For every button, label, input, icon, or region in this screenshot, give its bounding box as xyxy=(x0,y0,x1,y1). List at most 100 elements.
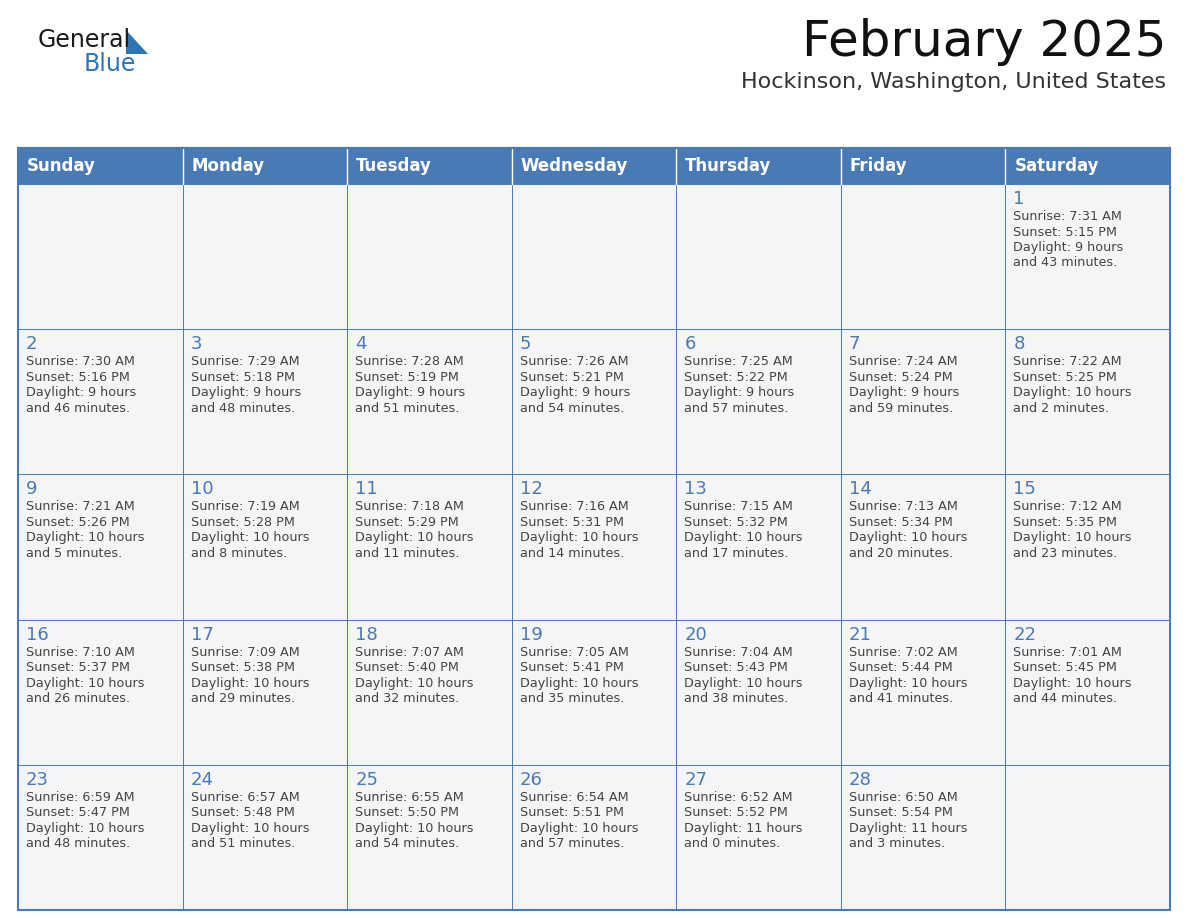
Text: Sunset: 5:34 PM: Sunset: 5:34 PM xyxy=(849,516,953,529)
Text: Sunset: 5:26 PM: Sunset: 5:26 PM xyxy=(26,516,129,529)
Text: Sunset: 5:25 PM: Sunset: 5:25 PM xyxy=(1013,371,1117,384)
Bar xyxy=(512,330,676,475)
Bar xyxy=(18,148,183,184)
Bar xyxy=(676,620,841,765)
Bar xyxy=(841,184,1005,330)
Text: and 20 minutes.: and 20 minutes. xyxy=(849,547,953,560)
Text: Daylight: 10 hours: Daylight: 10 hours xyxy=(26,822,145,834)
Text: 17: 17 xyxy=(190,625,214,644)
Text: Sunset: 5:15 PM: Sunset: 5:15 PM xyxy=(1013,226,1118,239)
Text: Sunrise: 7:16 AM: Sunrise: 7:16 AM xyxy=(519,500,628,513)
Text: Sunset: 5:48 PM: Sunset: 5:48 PM xyxy=(190,806,295,819)
Text: 10: 10 xyxy=(190,480,213,498)
Text: Sunset: 5:21 PM: Sunset: 5:21 PM xyxy=(519,371,624,384)
Text: Sunset: 5:29 PM: Sunset: 5:29 PM xyxy=(355,516,459,529)
Text: 7: 7 xyxy=(849,335,860,353)
Text: Sunrise: 7:12 AM: Sunrise: 7:12 AM xyxy=(1013,500,1123,513)
Text: 22: 22 xyxy=(1013,625,1036,644)
Bar xyxy=(512,765,676,910)
Text: Sunset: 5:37 PM: Sunset: 5:37 PM xyxy=(26,661,129,674)
Text: Sunrise: 7:09 AM: Sunrise: 7:09 AM xyxy=(190,645,299,658)
Text: Daylight: 10 hours: Daylight: 10 hours xyxy=(355,822,474,834)
Text: Daylight: 10 hours: Daylight: 10 hours xyxy=(190,822,309,834)
Text: Daylight: 9 hours: Daylight: 9 hours xyxy=(1013,241,1124,254)
Text: 11: 11 xyxy=(355,480,378,498)
Text: Sunrise: 7:02 AM: Sunrise: 7:02 AM xyxy=(849,645,958,658)
Bar xyxy=(183,475,347,620)
Text: Sunrise: 7:19 AM: Sunrise: 7:19 AM xyxy=(190,500,299,513)
Bar xyxy=(841,475,1005,620)
Text: Monday: Monday xyxy=(191,157,265,175)
Text: 23: 23 xyxy=(26,771,49,789)
Text: Daylight: 10 hours: Daylight: 10 hours xyxy=(1013,677,1132,689)
Text: 2: 2 xyxy=(26,335,38,353)
Text: 5: 5 xyxy=(519,335,531,353)
Text: Daylight: 9 hours: Daylight: 9 hours xyxy=(684,386,795,399)
Text: Daylight: 10 hours: Daylight: 10 hours xyxy=(519,677,638,689)
Text: Sunrise: 7:13 AM: Sunrise: 7:13 AM xyxy=(849,500,958,513)
Text: and 57 minutes.: and 57 minutes. xyxy=(684,402,789,415)
Bar xyxy=(18,475,183,620)
Bar xyxy=(1005,620,1170,765)
Text: and 17 minutes.: and 17 minutes. xyxy=(684,547,789,560)
Text: Blue: Blue xyxy=(84,52,137,76)
Bar xyxy=(676,765,841,910)
Bar xyxy=(183,184,347,330)
Text: Sunrise: 7:10 AM: Sunrise: 7:10 AM xyxy=(26,645,135,658)
Text: Sunrise: 7:01 AM: Sunrise: 7:01 AM xyxy=(1013,645,1123,658)
Text: Daylight: 9 hours: Daylight: 9 hours xyxy=(26,386,137,399)
Polygon shape xyxy=(126,30,148,54)
Text: and 35 minutes.: and 35 minutes. xyxy=(519,692,624,705)
Text: Sunrise: 7:21 AM: Sunrise: 7:21 AM xyxy=(26,500,134,513)
Text: and 51 minutes.: and 51 minutes. xyxy=(355,402,460,415)
Text: Sunset: 5:38 PM: Sunset: 5:38 PM xyxy=(190,661,295,674)
Bar xyxy=(347,330,512,475)
Bar xyxy=(1005,330,1170,475)
Bar xyxy=(676,330,841,475)
Bar xyxy=(18,620,183,765)
Text: Daylight: 10 hours: Daylight: 10 hours xyxy=(190,532,309,544)
Text: Friday: Friday xyxy=(849,157,908,175)
Text: Hockinson, Washington, United States: Hockinson, Washington, United States xyxy=(741,72,1165,92)
Text: Sunrise: 7:26 AM: Sunrise: 7:26 AM xyxy=(519,355,628,368)
Bar xyxy=(347,765,512,910)
Text: Sunset: 5:47 PM: Sunset: 5:47 PM xyxy=(26,806,129,819)
Text: Thursday: Thursday xyxy=(685,157,772,175)
Text: Sunrise: 6:54 AM: Sunrise: 6:54 AM xyxy=(519,790,628,804)
Text: and 5 minutes.: and 5 minutes. xyxy=(26,547,122,560)
Text: Sunset: 5:44 PM: Sunset: 5:44 PM xyxy=(849,661,953,674)
Text: Daylight: 10 hours: Daylight: 10 hours xyxy=(849,532,967,544)
Text: and 44 minutes.: and 44 minutes. xyxy=(1013,692,1118,705)
Text: Sunrise: 6:52 AM: Sunrise: 6:52 AM xyxy=(684,790,792,804)
Text: Sunday: Sunday xyxy=(27,157,96,175)
Text: 9: 9 xyxy=(26,480,38,498)
Bar xyxy=(183,148,347,184)
Text: Daylight: 11 hours: Daylight: 11 hours xyxy=(849,822,967,834)
Text: and 46 minutes.: and 46 minutes. xyxy=(26,402,131,415)
Text: Sunrise: 6:57 AM: Sunrise: 6:57 AM xyxy=(190,790,299,804)
Text: Daylight: 9 hours: Daylight: 9 hours xyxy=(355,386,466,399)
Text: Sunset: 5:50 PM: Sunset: 5:50 PM xyxy=(355,806,459,819)
Text: Sunset: 5:45 PM: Sunset: 5:45 PM xyxy=(1013,661,1117,674)
Text: 13: 13 xyxy=(684,480,707,498)
Text: Sunrise: 6:59 AM: Sunrise: 6:59 AM xyxy=(26,790,134,804)
Text: Daylight: 10 hours: Daylight: 10 hours xyxy=(519,822,638,834)
Bar xyxy=(512,620,676,765)
Text: and 14 minutes.: and 14 minutes. xyxy=(519,547,624,560)
Text: and 0 minutes.: and 0 minutes. xyxy=(684,837,781,850)
Text: 27: 27 xyxy=(684,771,707,789)
Text: Sunset: 5:18 PM: Sunset: 5:18 PM xyxy=(190,371,295,384)
Text: Sunrise: 7:05 AM: Sunrise: 7:05 AM xyxy=(519,645,628,658)
Text: and 54 minutes.: and 54 minutes. xyxy=(519,402,624,415)
Text: Daylight: 10 hours: Daylight: 10 hours xyxy=(190,677,309,689)
Text: 25: 25 xyxy=(355,771,378,789)
Text: Sunset: 5:54 PM: Sunset: 5:54 PM xyxy=(849,806,953,819)
Bar xyxy=(347,475,512,620)
Text: Sunrise: 7:25 AM: Sunrise: 7:25 AM xyxy=(684,355,794,368)
Text: and 54 minutes.: and 54 minutes. xyxy=(355,837,460,850)
Text: Sunrise: 6:50 AM: Sunrise: 6:50 AM xyxy=(849,790,958,804)
Bar xyxy=(18,330,183,475)
Text: Daylight: 10 hours: Daylight: 10 hours xyxy=(684,532,803,544)
Text: and 38 minutes.: and 38 minutes. xyxy=(684,692,789,705)
Text: Sunrise: 7:15 AM: Sunrise: 7:15 AM xyxy=(684,500,794,513)
